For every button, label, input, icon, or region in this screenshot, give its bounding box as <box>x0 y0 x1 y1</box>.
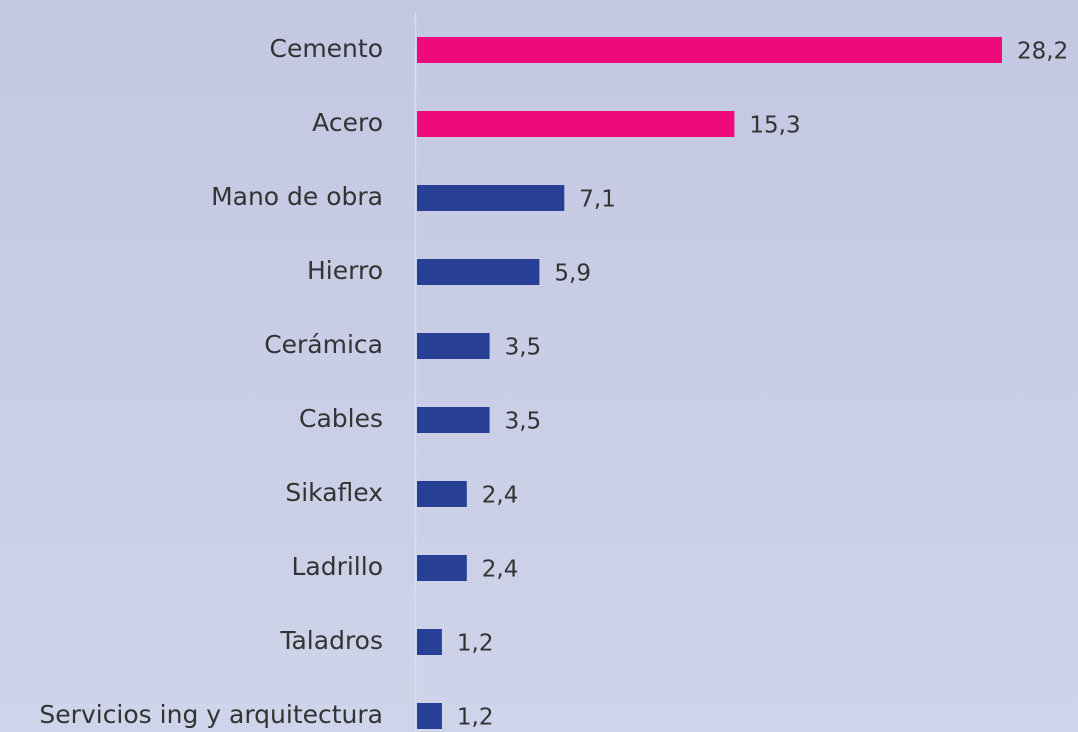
value-label: 2,4 <box>482 483 519 509</box>
category-label: Sikaflex <box>285 478 383 507</box>
bar <box>417 555 467 581</box>
bar <box>417 259 540 285</box>
bar <box>417 629 442 655</box>
value-label: 1,2 <box>457 705 494 731</box>
category-label: Hierro <box>307 256 383 285</box>
bar <box>417 37 1002 63</box>
bar <box>417 481 467 507</box>
value-label: 15,3 <box>749 113 800 139</box>
category-label: Taladros <box>279 626 383 655</box>
value-label: 3,5 <box>505 335 542 361</box>
value-label: 5,9 <box>554 261 591 287</box>
bar <box>417 407 490 433</box>
value-label: 3,5 <box>505 409 542 435</box>
category-label: Cables <box>299 404 383 433</box>
bar <box>417 703 442 729</box>
bar <box>417 333 490 359</box>
category-label: Servicios ing y arquitectura <box>39 700 383 729</box>
value-label: 28,2 <box>1017 39 1068 65</box>
value-label: 1,2 <box>457 631 494 657</box>
bar <box>417 185 565 211</box>
category-label: Mano de obra <box>211 182 383 211</box>
category-label: Cemento <box>269 34 383 63</box>
value-label: 7,1 <box>579 187 616 213</box>
bar <box>417 111 735 137</box>
value-label: 2,4 <box>482 557 519 583</box>
category-label: Cerámica <box>264 330 383 359</box>
category-label: Ladrillo <box>291 552 383 581</box>
category-label: Acero <box>312 108 383 137</box>
